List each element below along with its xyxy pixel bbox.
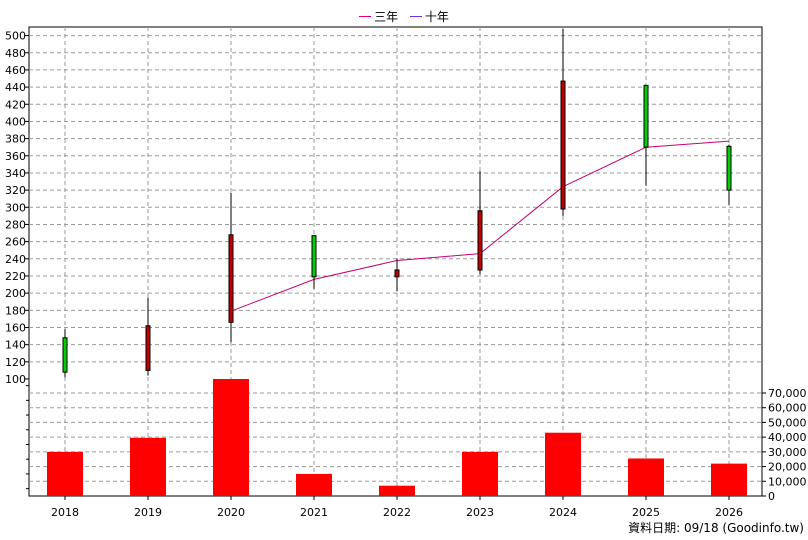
legend-label-3yr: 三年: [374, 10, 399, 24]
volume-tick-label: 50,000: [768, 416, 807, 429]
volume-tick-label: 30,000: [768, 446, 807, 459]
x-tick-label: 2022: [383, 506, 411, 519]
x-tick-label: 2018: [51, 506, 79, 519]
candle-body: [477, 210, 483, 271]
volume-tick-label: 70,000: [768, 387, 807, 400]
volume-bar: [711, 463, 747, 496]
volume-bar: [545, 432, 581, 496]
price-tick-label: 240: [5, 253, 26, 266]
x-tick-label: 2026: [715, 506, 743, 519]
price-tick-label: 420: [5, 98, 26, 111]
price-tick-label: 120: [5, 356, 26, 369]
volume-bar: [379, 485, 415, 496]
candle-body: [643, 84, 649, 148]
legend: 三年 十年: [0, 6, 808, 25]
price-tick-label: 160: [5, 321, 26, 334]
candle-body: [311, 235, 317, 278]
x-tick-label: 2020: [217, 506, 245, 519]
price-tick-label: 360: [5, 150, 26, 163]
candle-body: [726, 145, 732, 191]
plot-frame: [28, 26, 763, 497]
volume-bar: [296, 473, 332, 496]
candle-body: [394, 269, 400, 278]
volume-bar: [47, 451, 83, 496]
x-tick-label: 2023: [466, 506, 494, 519]
price-tick-label: 440: [5, 81, 26, 94]
price-tick-label: 140: [5, 339, 26, 352]
volume-bar: [213, 379, 249, 496]
volume-bar: [462, 451, 498, 496]
legend-item-3yr: 三年: [359, 8, 398, 25]
legend-swatch-10yr: [409, 16, 422, 17]
volume-tick-label: 20,000: [768, 461, 807, 474]
volume-tick-label: 10,000: [768, 475, 807, 488]
volume-tick-label: 40,000: [768, 431, 807, 444]
x-tick-label: 2019: [134, 506, 162, 519]
price-tick-label: 460: [5, 64, 26, 77]
candle-body: [228, 234, 234, 323]
price-tick-label: 180: [5, 304, 26, 317]
candle-body: [145, 325, 151, 371]
candle-body: [62, 337, 68, 373]
legend-swatch-3yr: [359, 16, 372, 17]
legend-label-10yr: 十年: [424, 10, 449, 24]
price-tick-label: 320: [5, 184, 26, 197]
x-tick-label: 2024: [549, 506, 577, 519]
price-tick-label: 400: [5, 115, 26, 128]
price-tick-label: 300: [5, 201, 26, 214]
price-tick-label: 480: [5, 47, 26, 60]
volume-bar: [628, 458, 664, 496]
price-tick-label: 220: [5, 270, 26, 283]
volume-bar: [130, 437, 166, 496]
legend-item-10yr: 十年: [409, 8, 449, 25]
data-date-footer: 資料日期: 09/18 (Goodinfo.tw): [628, 521, 804, 535]
volume-tick-label: 60,000: [768, 402, 807, 415]
price-tick-label: 380: [5, 133, 26, 146]
candle-body: [560, 80, 566, 210]
x-tick-label: 2021: [300, 506, 328, 519]
price-tick-label: 200: [5, 287, 26, 300]
volume-tick-label: 0: [768, 490, 775, 503]
price-tick-label: 500: [5, 30, 26, 43]
price-tick-label: 280: [5, 218, 26, 231]
x-tick-label: 2025: [632, 506, 660, 519]
price-tick-label: 340: [5, 167, 26, 180]
price-tick-label: 260: [5, 236, 26, 249]
price-tick-label: 100: [5, 373, 26, 386]
